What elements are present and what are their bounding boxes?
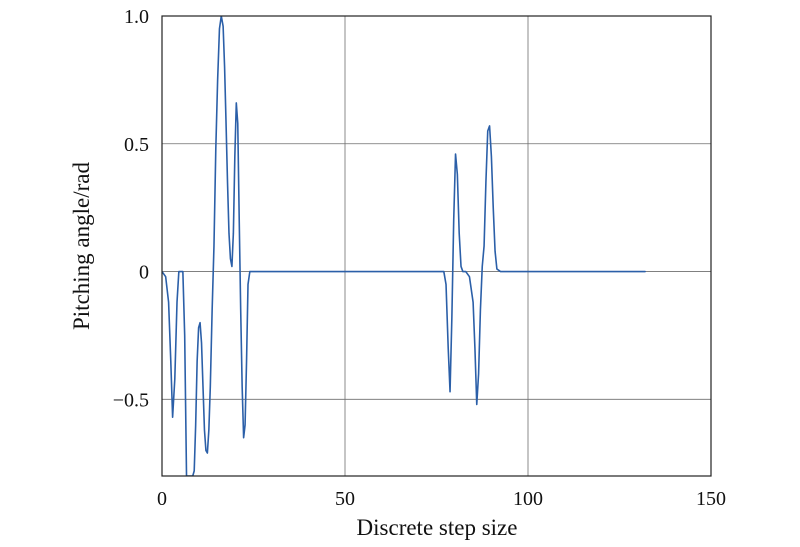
y-tick-label: −0.5: [113, 389, 149, 411]
x-tick-label: 0: [157, 488, 167, 510]
grid-lines: [162, 16, 711, 476]
x-tick-label: 100: [513, 488, 543, 510]
y-axis-title: Pitching angle/rad: [69, 162, 94, 330]
x-tick-label: 150: [696, 488, 726, 510]
x-tick-label: 50: [335, 488, 355, 510]
plot-frame: [161, 15, 712, 477]
y-tick-label: 0: [139, 262, 149, 284]
series-line: [162, 16, 646, 476]
y-axis-ticks: −0.5 0 0.5 1.0: [113, 6, 149, 411]
y-tick-label: 1.0: [124, 6, 149, 28]
y-tick-label: 0.5: [124, 134, 149, 156]
x-axis-title: Discrete step size: [357, 515, 518, 540]
plot-series-area: [162, 16, 646, 476]
x-axis-ticks: 0 50 100 150: [157, 488, 726, 510]
